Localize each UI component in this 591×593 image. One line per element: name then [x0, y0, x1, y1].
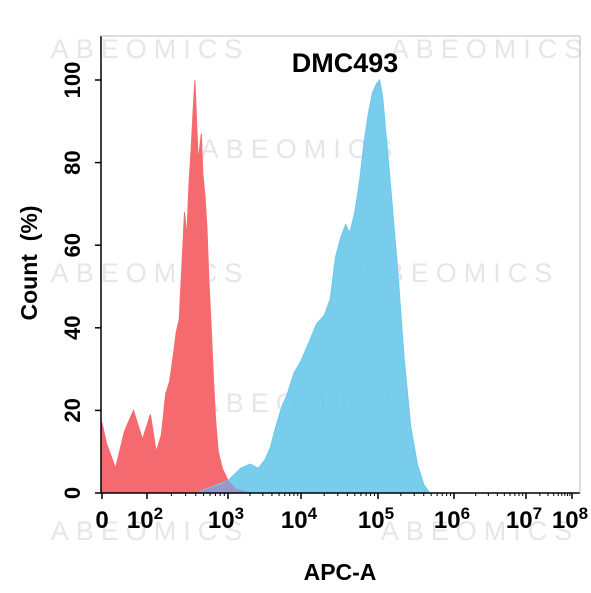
overlap-region [195, 480, 250, 493]
watermark-text: ABEOMICS [381, 516, 580, 546]
watermark-text: ABEOMICS [51, 258, 250, 288]
watermark-text: ABEOMICS [391, 34, 590, 64]
axes: 0 20 40 60 80 100 0 102 103 104 105 106 107 108 [60, 35, 588, 534]
y-tick-label: 80 [60, 150, 85, 174]
x-tick-label: 102 [127, 504, 163, 534]
x-tick-label: 108 [552, 504, 588, 534]
x-tick-label: 0 [95, 507, 108, 534]
x-tick-label: 107 [506, 504, 542, 534]
histogram-series-1 [101, 79, 251, 494]
y-tick-label: 20 [60, 398, 85, 422]
watermark-text: ABEOMICS [201, 134, 400, 164]
histogram-series-2 [161, 78, 431, 494]
y-tick-label: 100 [60, 62, 85, 99]
x-tick-label: 104 [281, 504, 318, 534]
x-tick-label: 106 [434, 504, 470, 534]
x-tick-label: 105 [358, 504, 394, 534]
plot-series [101, 78, 431, 494]
chart-title: DMC493 [292, 48, 399, 78]
watermark-text: ABEOMICS [51, 516, 250, 546]
x-tick-label: 103 [208, 504, 244, 534]
y-tick-label: 0 [60, 487, 85, 499]
y-tick-label: 40 [60, 316, 85, 340]
watermark-text: ABEOMICS [51, 34, 250, 64]
y-axis-label: Count (%) [16, 206, 42, 321]
x-axis-label: APC-A [304, 559, 377, 585]
y-tick-label: 60 [60, 233, 85, 257]
